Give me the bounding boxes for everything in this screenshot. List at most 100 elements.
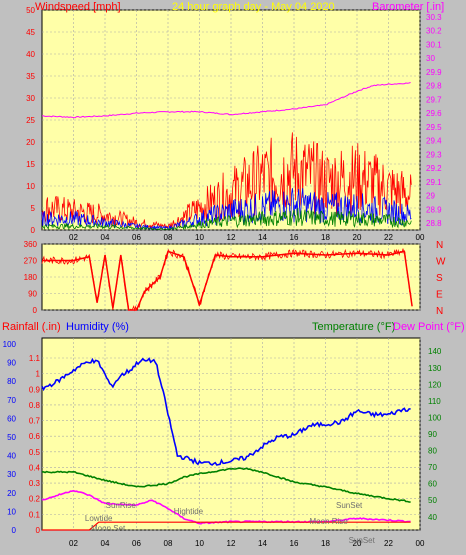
annotation-label: Lowtide	[85, 514, 113, 523]
wind-grid	[42, 9, 421, 231]
barometer-line	[42, 82, 411, 119]
humidity-tick-label: 60	[7, 414, 16, 423]
temperature-ticks: 40 50 60 70 80 90 100 110 120 130 140	[428, 347, 442, 522]
rainfall-tick-label: 1	[36, 370, 41, 379]
windspeed-tick-label: 10	[26, 182, 35, 191]
windspeed-tick-label: 0	[31, 226, 36, 235]
humidity-tick-label: 40	[7, 452, 16, 461]
wind-time-tick-label: 10	[195, 233, 204, 242]
barometer-tick-label: 29.3	[426, 150, 442, 159]
wind-time-tick-label: 06	[132, 233, 141, 242]
windspeed-tick-label: 25	[26, 116, 35, 125]
rainfall-axis-label: Rainfall (.in)	[2, 321, 61, 333]
windspeed-tick-label: 35	[26, 72, 35, 81]
barometer-axis-label: Barometer [.in]	[372, 1, 444, 13]
weather-time-tick-label: 22	[384, 539, 393, 548]
dew-point-line	[41, 489, 411, 525]
compass-label: N	[436, 306, 443, 317]
weather-time-tick-label: 12	[227, 539, 236, 548]
temperature-tick-label: 80	[428, 447, 437, 456]
direction-tick-label: 180	[24, 273, 38, 282]
windspeed-axis-label: Windspeed [mph]	[35, 1, 121, 13]
rainfall-tick-label: 0.4	[29, 463, 41, 472]
barometer-tick-label: 30.2	[426, 27, 442, 36]
weather-time-ticks: 02 04 06 08 10 12 14 16 18 20 22 00	[69, 539, 425, 548]
wind-time-tick-label: 14	[258, 233, 267, 242]
temperature-tick-label: 90	[428, 430, 437, 439]
temperature-tick-label: 130	[428, 364, 442, 373]
barometer-tick-label: 29.6	[426, 109, 442, 118]
direction-tick-label: 360	[24, 240, 38, 249]
wind-time-tick-label: 12	[227, 233, 236, 242]
direction-degree-ticks: 0 90 180 270 360	[24, 240, 38, 315]
dewpoint-axis-label: Dew Point (°F)	[393, 321, 465, 333]
barometer-ticks: 28.8 28.9 29 29.1 29.2 29.3 29.4 29.5 29.6 29.7 29…	[426, 13, 442, 228]
rainfall-ticks: 0 0.1 0.2 0.3 0.4 0.5 0.6 0.7 0.8 0.9 1 1.1	[29, 354, 41, 535]
humidity-axis-label: Humidity (%)	[66, 321, 129, 333]
barometer-tick-label: 29.4	[426, 137, 442, 146]
compass-label: E	[436, 290, 443, 301]
compass-label: S	[436, 273, 443, 284]
barometer-tick-label: 29.7	[426, 95, 442, 104]
barometer-tick-label: 28.9	[426, 205, 442, 214]
temperature-tick-label: 60	[428, 480, 437, 489]
windspeed-tick-label: 20	[26, 138, 35, 147]
windspeed-tick-label: 45	[26, 28, 35, 37]
annotation-label: Hightide	[174, 507, 204, 516]
rainfall-tick-label: 0.3	[29, 479, 41, 488]
rainfall-tick-label: 0.8	[29, 401, 41, 410]
weather-time-tick-label: 06	[132, 539, 141, 548]
temperature-tick-label: 140	[428, 347, 442, 356]
barometer-tick-label: 30.3	[426, 13, 442, 22]
barometer-tick-label: 29.5	[426, 123, 442, 132]
annotation-label: Moon Rise	[310, 517, 349, 526]
direction-plot	[41, 248, 413, 312]
rainfall-tick-label: 0.5	[29, 448, 41, 457]
barometer-tick-label: 30	[426, 54, 435, 63]
weather-time-tick-label: 02	[69, 539, 78, 548]
humidity-tick-label: 70	[7, 396, 16, 405]
wind-time-tick-label: 08	[164, 233, 173, 242]
windspeed-tick-label: 5	[31, 204, 36, 213]
barometer-tick-label: 30.1	[426, 40, 442, 49]
weather-time-tick-label: 10	[195, 539, 204, 548]
wind-direction-jitter	[41, 248, 412, 312]
temperature-tick-label: 110	[428, 397, 441, 406]
wind-time-tick-label: 02	[69, 233, 78, 242]
windspeed-tick-label: 40	[26, 50, 35, 59]
rainfall-tick-label: 0.6	[29, 432, 41, 441]
weather-time-tick-label: 00	[416, 539, 425, 548]
annotation-label: SunSet	[349, 536, 376, 545]
wind-series-line	[41, 188, 412, 231]
temperature-axis-label: Temperature (°F)	[312, 321, 395, 333]
barometer-tick-label: 28.8	[426, 219, 442, 228]
weather-time-tick-label: 08	[164, 539, 173, 548]
compass-label: N	[436, 240, 443, 251]
temperature-tick-label: 40	[428, 513, 437, 522]
humidity-tick-label: 20	[7, 489, 16, 498]
weather-time-tick-label: 16	[290, 539, 299, 548]
annotation-label: SunSet	[336, 501, 363, 510]
rainfall-tick-label: 1.1	[29, 354, 41, 363]
annotation-label: Moon Set	[91, 524, 126, 533]
weather-grid	[42, 338, 421, 531]
humidity-tick-label: 50	[7, 433, 16, 442]
wind-time-ticks: 02 04 06 08 10 12 14 16 18 20 22 00	[69, 233, 425, 242]
rainfall-tick-label: 0.2	[29, 495, 41, 504]
humidity-tick-label: 30	[7, 470, 16, 479]
direction-tick-label: 0	[33, 306, 38, 315]
humidity-tick-label: 10	[7, 507, 16, 516]
weather-plot	[41, 357, 411, 531]
wind-time-tick-label: 04	[101, 233, 110, 242]
rainfall-tick-label: 0.9	[29, 385, 41, 394]
chart-title: 24 hour graph day - May 04 2020	[172, 1, 335, 13]
temperature-tick-label: 50	[428, 496, 437, 505]
weather-time-tick-label: 18	[321, 539, 330, 548]
wind-plot	[41, 82, 412, 231]
direction-tick-label: 90	[28, 290, 37, 299]
barometer-tick-label: 29	[426, 192, 435, 201]
humidity-tick-label: 0	[12, 526, 17, 535]
compass-label: W	[436, 257, 446, 268]
